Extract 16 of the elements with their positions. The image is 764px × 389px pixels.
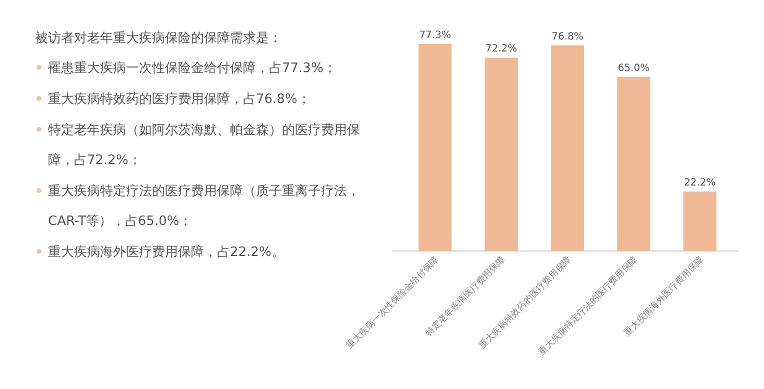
text: 被访者对老年重大疾病保险的保障需求是： (35, 30, 282, 46)
bar (617, 76, 650, 251)
bar (484, 58, 518, 251)
data-label: 77.3% (419, 30, 451, 41)
bar (683, 192, 716, 251)
data-label: 72.2% (485, 44, 518, 55)
bar (550, 45, 584, 251)
text: 重大疾病特定疗法的医疗费用保障（质子重离子疗法，CAR-T等），占65.0%； (48, 183, 360, 229)
bar (418, 44, 452, 251)
text: 罹患重大疾病一次性保险金给付保障，占77.3%； (47, 61, 336, 76)
text: 特定老年疾病（如阿尔茨海默、帕金森）的医疗费用保障，占72.2%； (48, 123, 360, 168)
data-label: 22.2% (684, 178, 716, 189)
text: 重大疾病特效药的医疗费用保障，占76.8%； (48, 92, 310, 107)
text: 重大疾病海外医疗费用保障，占22.2%。 (48, 245, 284, 260)
data-label: 76.8% (552, 31, 584, 42)
data-label: 65.0% (618, 62, 650, 74)
